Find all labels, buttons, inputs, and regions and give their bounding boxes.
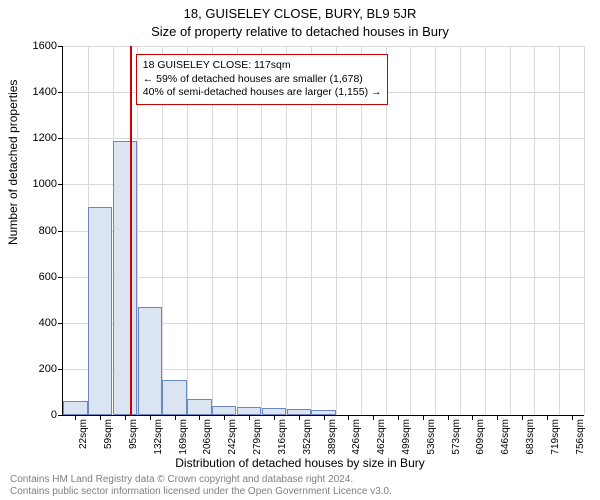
x-tick-label: 756sqm	[575, 419, 586, 455]
bar	[187, 399, 211, 415]
x-tick-mark	[348, 415, 349, 420]
x-tick-label: 536sqm	[426, 419, 437, 455]
x-tick-label: 646sqm	[500, 419, 511, 455]
x-tick-label: 22sqm	[78, 419, 89, 449]
y-tick-mark	[58, 92, 63, 93]
x-tick-label: 609sqm	[475, 419, 486, 455]
x-tick-mark	[324, 415, 325, 420]
gridline-v	[584, 46, 585, 415]
gridline-h	[63, 138, 584, 139]
x-tick-label: 279sqm	[252, 419, 263, 455]
gridline-v	[435, 46, 436, 415]
x-tick-label: 169sqm	[178, 419, 189, 455]
y-tick-mark	[58, 138, 63, 139]
gridline-h	[63, 231, 584, 232]
bar	[63, 401, 87, 415]
bar	[88, 207, 112, 415]
y-tick-label: 1000	[33, 178, 57, 190]
gridline-v	[485, 46, 486, 415]
chart-subtitle: Size of property relative to detached ho…	[0, 24, 600, 39]
annotation-box: 18 GUISELEY CLOSE: 117sqm← 59% of detach…	[136, 54, 389, 105]
x-tick-mark	[299, 415, 300, 420]
reference-line	[130, 46, 132, 415]
y-tick-mark	[58, 184, 63, 185]
x-tick-label: 462sqm	[376, 419, 387, 455]
y-tick-mark	[58, 231, 63, 232]
y-tick-label: 1400	[33, 86, 57, 98]
x-tick-mark	[199, 415, 200, 420]
annotation-line-title: 18 GUISELEY CLOSE: 117sqm	[143, 59, 382, 73]
bar	[113, 141, 137, 415]
y-tick-mark	[58, 415, 63, 416]
bar	[262, 408, 286, 415]
x-tick-label: 683sqm	[525, 419, 536, 455]
plot-area: 0200400600800100012001400160022sqm59sqm9…	[62, 46, 584, 416]
x-tick-mark	[547, 415, 548, 420]
x-axis-label: Distribution of detached houses by size …	[0, 456, 600, 470]
x-tick-label: 206sqm	[202, 419, 213, 455]
footer-line-1: Contains HM Land Registry data © Crown c…	[10, 474, 353, 485]
x-tick-mark	[75, 415, 76, 420]
bar	[237, 407, 261, 415]
x-tick-label: 59sqm	[103, 419, 114, 449]
bar	[162, 380, 186, 415]
x-tick-mark	[249, 415, 250, 420]
x-tick-label: 426sqm	[351, 419, 362, 455]
x-tick-label: 389sqm	[327, 419, 338, 455]
x-tick-mark	[125, 415, 126, 420]
y-tick-label: 600	[39, 271, 57, 283]
gridline-v	[559, 46, 560, 415]
y-axis-label: Number of detached properties	[6, 80, 20, 245]
gridline-v	[534, 46, 535, 415]
gridline-h	[63, 277, 584, 278]
x-tick-mark	[423, 415, 424, 420]
y-tick-mark	[58, 277, 63, 278]
footer-line-2: Contains public sector information licen…	[10, 486, 392, 497]
bar	[138, 307, 162, 415]
x-tick-mark	[150, 415, 151, 420]
annotation-line-larger: 40% of semi-detached houses are larger (…	[143, 86, 382, 100]
x-tick-label: 242sqm	[227, 419, 238, 455]
footer-text: Contains HM Land Registry data © Crown c…	[10, 474, 392, 498]
bar	[212, 406, 236, 415]
y-tick-label: 1200	[33, 132, 57, 144]
x-tick-label: 316sqm	[277, 419, 288, 455]
x-tick-label: 132sqm	[153, 419, 164, 455]
x-tick-label: 573sqm	[451, 419, 462, 455]
y-tick-label: 1600	[33, 40, 57, 52]
x-tick-mark	[398, 415, 399, 420]
y-tick-label: 800	[39, 225, 57, 237]
gridline-v	[460, 46, 461, 415]
annotation-line-smaller: ← 59% of detached houses are smaller (1,…	[143, 73, 382, 87]
y-tick-mark	[58, 323, 63, 324]
x-tick-mark	[274, 415, 275, 420]
x-tick-label: 499sqm	[401, 419, 412, 455]
x-tick-mark	[522, 415, 523, 420]
x-tick-mark	[448, 415, 449, 420]
y-tick-label: 400	[39, 317, 57, 329]
x-tick-label: 719sqm	[550, 419, 561, 455]
x-tick-label: 95sqm	[128, 419, 139, 449]
y-tick-label: 0	[51, 409, 57, 421]
x-tick-mark	[100, 415, 101, 420]
chart-title: 18, GUISELEY CLOSE, BURY, BL9 5JR	[0, 6, 600, 21]
gridline-h	[63, 46, 584, 47]
y-tick-label: 200	[39, 363, 57, 375]
gridline-h	[63, 184, 584, 185]
y-tick-mark	[58, 46, 63, 47]
x-tick-mark	[572, 415, 573, 420]
y-tick-mark	[58, 369, 63, 370]
gridline-v	[410, 46, 411, 415]
x-tick-mark	[472, 415, 473, 420]
x-tick-mark	[224, 415, 225, 420]
gridline-v	[510, 46, 511, 415]
x-tick-mark	[373, 415, 374, 420]
x-tick-label: 352sqm	[302, 419, 313, 455]
x-tick-mark	[497, 415, 498, 420]
x-tick-mark	[175, 415, 176, 420]
